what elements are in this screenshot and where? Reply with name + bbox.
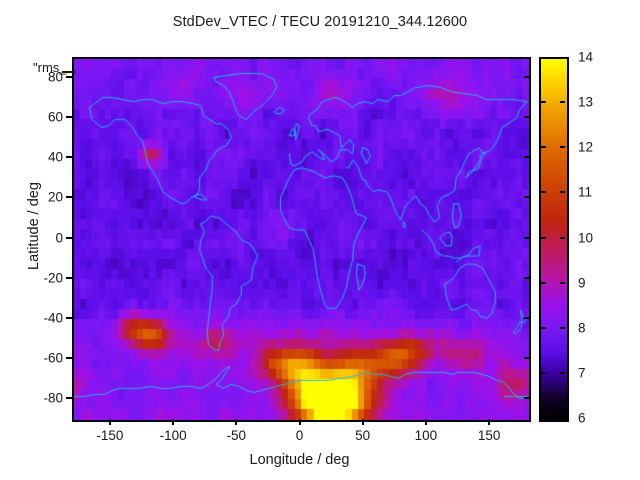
y-tick-label-1: 60 <box>47 109 63 125</box>
colorbar-tick-label-3: 9 <box>578 275 586 291</box>
y-tick-label-0: 80 <box>47 69 63 85</box>
plot-key-label: "rms_ <box>33 60 67 75</box>
y-tick-label-3: 20 <box>47 189 63 205</box>
y-tick-mark-right-3 <box>524 196 529 199</box>
y-tick-mark-right-8 <box>524 396 529 399</box>
colorbar[interactable] <box>539 57 569 422</box>
x-tick-label-6: 150 <box>477 428 501 443</box>
y-tick-label-4: 0 <box>55 230 63 245</box>
colorbar-tick-mark-right-1 <box>560 371 565 374</box>
y-tick-mark-right-2 <box>524 156 529 159</box>
colorbar-tick-mark-left-2 <box>541 326 546 329</box>
y-tick-mark-6 <box>66 316 72 319</box>
y-tick-mark-right-7 <box>524 356 529 359</box>
x-tick-mark-6 <box>488 419 491 425</box>
x-tick-mark-5 <box>424 419 427 425</box>
heatmap-canvas[interactable] <box>74 59 529 420</box>
colorbar-tick-label-1: 7 <box>578 365 586 381</box>
y-tick-mark-right-0 <box>524 76 529 79</box>
colorbar-tick-mark-left-1 <box>541 371 546 374</box>
plot-key-line-sample <box>62 71 76 73</box>
x-tick-mark-1 <box>172 419 175 425</box>
colorbar-tick-label-7: 13 <box>578 94 594 110</box>
x-axis-title: Longitude / deg <box>249 452 350 468</box>
y-tick-mark-right-4 <box>524 236 529 239</box>
colorbar-tick-mark-left-6 <box>541 146 546 149</box>
x-tick-mark-2 <box>235 419 238 425</box>
colorbar-tick-label-4: 10 <box>578 230 594 245</box>
x-tick-label-3: 0 <box>295 428 304 443</box>
colorbar-tick-label-5: 11 <box>578 184 593 200</box>
y-tick-mark-right-5 <box>524 276 529 279</box>
y-tick-mark-5 <box>66 276 72 279</box>
y-tick-mark-1 <box>66 116 72 119</box>
colorbar-tick-label-6: 12 <box>578 139 594 155</box>
colorbar-tick-label-8: 14 <box>578 49 594 65</box>
y-tick-label-7: -60 <box>43 350 63 366</box>
y-tick-mark-3 <box>66 196 72 199</box>
colorbar-tick-mark-right-2 <box>560 326 565 329</box>
y-axis-title: Latitude / deg <box>26 182 42 270</box>
colorbar-tick-mark-right-7 <box>560 101 565 104</box>
colorbar-tick-label-2: 8 <box>578 320 586 336</box>
y-tick-label-6: -40 <box>43 310 63 326</box>
x-tick-label-0: -150 <box>96 428 124 443</box>
y-tick-mark-2 <box>66 156 72 159</box>
colorbar-tick-mark-right-5 <box>560 191 565 194</box>
y-tick-mark-right-6 <box>524 316 529 319</box>
y-tick-mark-right-1 <box>524 116 529 119</box>
x-tick-mark-3 <box>298 419 301 425</box>
chart-title: StdDev_VTEC / TECU 20191210_344.12600 <box>172 14 468 30</box>
colorbar-tick-mark-left-4 <box>541 236 546 239</box>
colorbar-tick-mark-left-5 <box>541 191 546 194</box>
x-tick-label-4: 50 <box>355 428 371 443</box>
y-tick-label-8: -80 <box>43 390 63 406</box>
colorbar-tick-label-0: 6 <box>578 410 586 426</box>
x-tick-label-1: -100 <box>159 428 187 443</box>
y-tick-label-2: 40 <box>47 149 63 165</box>
colorbar-gradient <box>541 59 567 420</box>
x-tick-label-2: -50 <box>226 428 247 443</box>
y-tick-label-5: -20 <box>43 270 63 286</box>
x-tick-mark-4 <box>361 419 364 425</box>
colorbar-tick-mark-right-6 <box>560 146 565 149</box>
x-tick-mark-0 <box>108 419 111 425</box>
colorbar-tick-mark-left-3 <box>541 281 546 284</box>
x-tick-label-5: 100 <box>414 428 438 443</box>
colorbar-tick-mark-right-4 <box>560 236 565 239</box>
colorbar-tick-mark-right-3 <box>560 281 565 284</box>
y-tick-mark-0 <box>66 76 72 79</box>
y-tick-mark-7 <box>66 356 72 359</box>
y-tick-mark-8 <box>66 396 72 399</box>
heatmap-plot-area[interactable] <box>72 57 531 422</box>
colorbar-tick-mark-left-7 <box>541 101 546 104</box>
y-tick-mark-4 <box>66 236 72 239</box>
